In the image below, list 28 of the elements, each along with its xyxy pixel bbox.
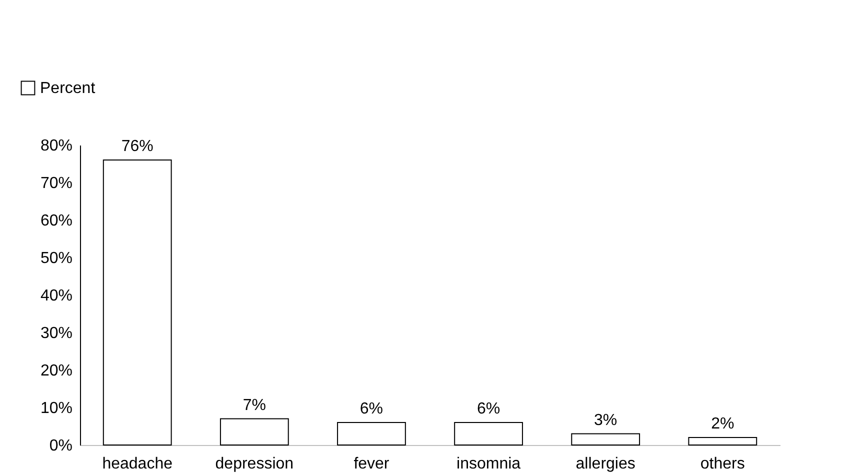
x-tick-label: allergies <box>576 456 636 472</box>
y-tick-label: 40% <box>40 288 72 304</box>
bar <box>688 437 758 446</box>
y-tick-label: 30% <box>40 325 72 342</box>
data-label: 6% <box>360 400 384 418</box>
y-tick-label: 50% <box>40 250 72 267</box>
y-tick-label: 10% <box>40 400 72 417</box>
x-tick-label: insomnia <box>456 456 521 472</box>
y-tick-label: 0% <box>49 438 72 454</box>
y-tick-label: 70% <box>40 175 72 192</box>
x-tick-label: headache <box>102 456 173 472</box>
bar <box>337 422 406 446</box>
y-tick-label: 80% <box>40 138 72 154</box>
bar <box>220 418 289 446</box>
data-label: 2% <box>711 416 734 432</box>
x-tick-label: fever <box>354 456 390 472</box>
x-tick-label: depression <box>215 456 294 472</box>
data-label: 3% <box>594 412 618 429</box>
y-tick-label: 20% <box>40 362 72 380</box>
bar <box>571 433 640 446</box>
x-tick-label: others <box>700 456 745 472</box>
legend-label: Percent <box>40 80 96 97</box>
y-tick-label: 60% <box>40 212 72 230</box>
data-label: 6% <box>476 400 500 418</box>
data-label: 7% <box>242 396 266 414</box>
data-label: 76% <box>121 138 154 155</box>
bar <box>454 422 523 446</box>
bar <box>102 160 172 446</box>
